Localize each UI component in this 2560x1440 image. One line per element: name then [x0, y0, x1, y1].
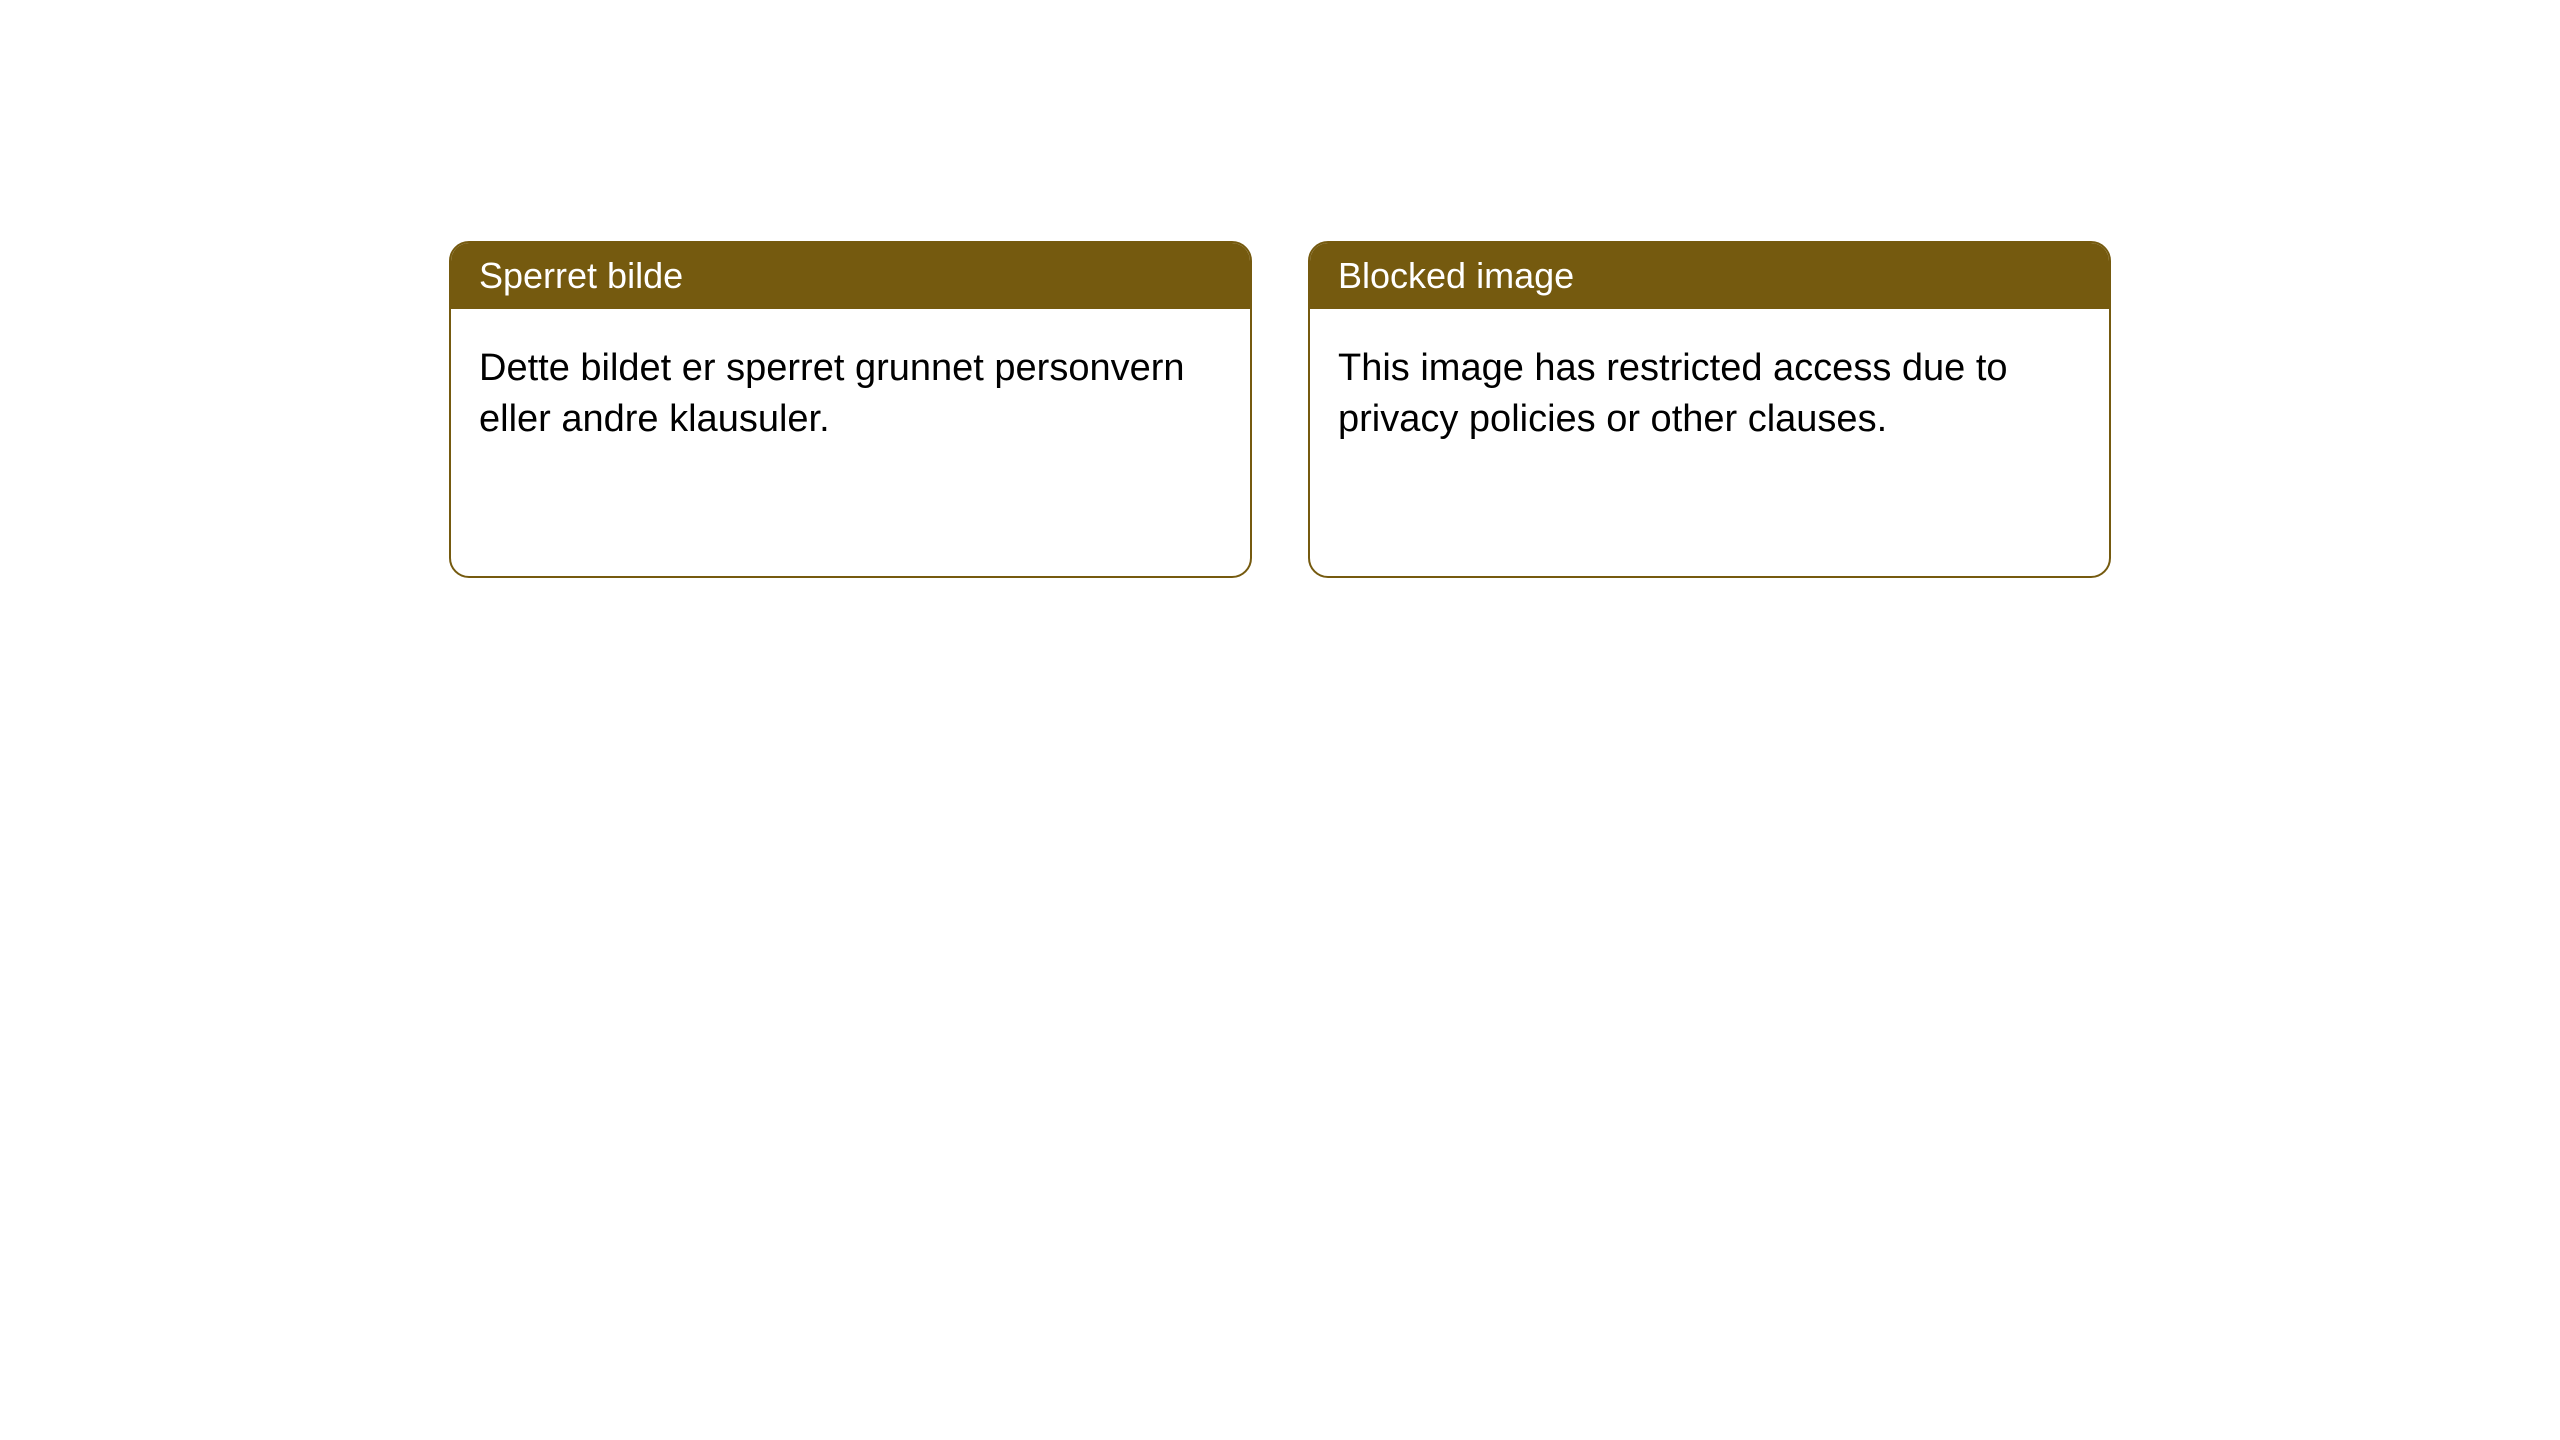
notice-message: This image has restricted access due to … — [1338, 347, 2008, 440]
notice-body: This image has restricted access due to … — [1310, 309, 2109, 480]
notice-header: Sperret bilde — [451, 243, 1250, 309]
notice-header: Blocked image — [1310, 243, 2109, 309]
notice-card-norwegian: Sperret bilde Dette bildet er sperret gr… — [449, 241, 1252, 578]
notice-container: Sperret bilde Dette bildet er sperret gr… — [0, 0, 2560, 578]
notice-card-english: Blocked image This image has restricted … — [1308, 241, 2111, 578]
notice-body: Dette bildet er sperret grunnet personve… — [451, 309, 1250, 480]
notice-title: Sperret bilde — [479, 255, 683, 296]
notice-title: Blocked image — [1338, 255, 1574, 296]
notice-message: Dette bildet er sperret grunnet personve… — [479, 347, 1185, 440]
